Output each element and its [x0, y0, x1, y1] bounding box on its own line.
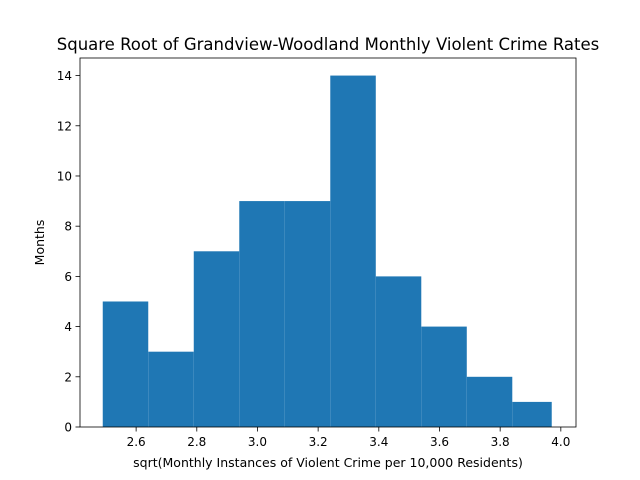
histogram-bar — [102, 301, 149, 427]
histogram-bar — [421, 326, 467, 427]
histogram-bar — [239, 201, 285, 427]
y-tick-label: 0 — [64, 421, 72, 435]
histogram-bar — [330, 75, 376, 427]
y-axis-label: Months — [32, 220, 47, 266]
y-tick-label: 12 — [57, 119, 72, 133]
x-axis-label: sqrt(Monthly Instances of Violent Crime … — [133, 455, 523, 470]
bars-group — [102, 75, 552, 427]
x-tick-label: 3.0 — [248, 435, 267, 449]
x-tick-label: 3.4 — [369, 435, 388, 449]
y-tick-label: 10 — [57, 169, 72, 183]
histogram-bar — [512, 401, 552, 427]
x-axis-ticks: 2.6 2.8 3.0 3.2 3.4 3.6 3.8 4.0 — [127, 427, 570, 449]
y-tick-label: 4 — [64, 320, 72, 334]
y-tick-label: 8 — [64, 220, 72, 234]
histogram-bar — [193, 251, 240, 427]
plot-frame — [79, 57, 577, 428]
x-tick-label: 2.8 — [187, 435, 206, 449]
histogram-bar — [466, 376, 513, 427]
x-tick-label: 3.6 — [430, 435, 449, 449]
y-axis-ticks: 0 2 4 6 8 10 12 14 — [57, 69, 80, 435]
histogram-bar — [375, 276, 422, 427]
x-tick-label: 3.2 — [309, 435, 328, 449]
x-tick-label: 2.6 — [127, 435, 146, 449]
chart-title: Square Root of Grandview-Woodland Monthl… — [57, 35, 600, 54]
y-tick-label: 6 — [64, 270, 72, 284]
histogram-bar — [284, 201, 331, 427]
y-tick-label: 14 — [57, 69, 72, 83]
histogram-bar — [148, 351, 194, 427]
x-tick-label: 3.8 — [491, 435, 510, 449]
y-tick-label: 2 — [64, 370, 72, 384]
x-tick-label: 4.0 — [551, 435, 570, 449]
